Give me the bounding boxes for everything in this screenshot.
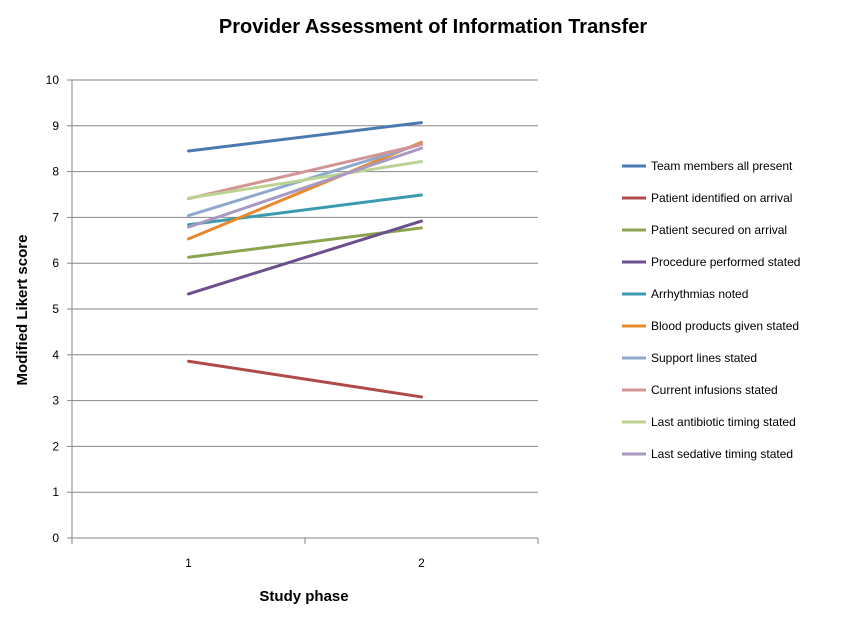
y-tick-label: 10: [46, 73, 60, 87]
legend-label: Last antibiotic timing stated: [651, 415, 796, 429]
y-tick-label: 2: [52, 439, 59, 453]
y-tick-label: 1: [52, 485, 59, 499]
legend-label: Procedure performed stated: [651, 255, 800, 269]
x-tick-label: 2: [418, 556, 425, 570]
gridlines: [72, 79, 538, 539]
y-tick-label: 3: [52, 394, 59, 408]
series-line-6: [187, 140, 423, 241]
legend-label: Arrhythmias noted: [651, 287, 748, 301]
x-tick-label: 1: [185, 556, 192, 570]
y-tick-label: 6: [52, 256, 59, 270]
legend-label: Patient identified on arrival: [651, 191, 792, 205]
legend-label: Current infusions stated: [651, 383, 778, 397]
y-tick-label: 7: [52, 210, 59, 224]
y-tick-label: 5: [52, 302, 59, 316]
series-line-2: [187, 359, 423, 399]
legend-label: Blood products given stated: [651, 319, 799, 333]
series-line-1: [187, 121, 423, 153]
y-axis-label: Modified Likert score: [14, 235, 31, 386]
y-tick-label: 0: [52, 531, 59, 545]
y-tick-label: 9: [52, 119, 59, 133]
legend-label: Team members all present: [651, 159, 793, 173]
legend-label: Support lines stated: [651, 351, 757, 365]
y-tick-label: 8: [52, 165, 59, 179]
legend-label: Last sedative timing stated: [651, 447, 793, 461]
series-line-5: [187, 193, 423, 227]
legend: Team members all present Patient identifi…: [622, 159, 800, 461]
x-axis-label: Study phase: [259, 588, 348, 605]
y-tick-label: 4: [52, 348, 59, 362]
series-lines: [187, 121, 423, 399]
axes: 0 1 2 3 4 5 6 7 8 9 10 1 2: [46, 73, 539, 570]
series-line-4: [187, 219, 423, 296]
legend-label: Patient secured on arrival: [651, 223, 787, 237]
series-line-9: [187, 160, 423, 200]
series-line-8: [187, 143, 423, 201]
chart-title: Provider Assessment of Information Trans…: [219, 16, 647, 38]
series-line-10: [187, 146, 423, 229]
